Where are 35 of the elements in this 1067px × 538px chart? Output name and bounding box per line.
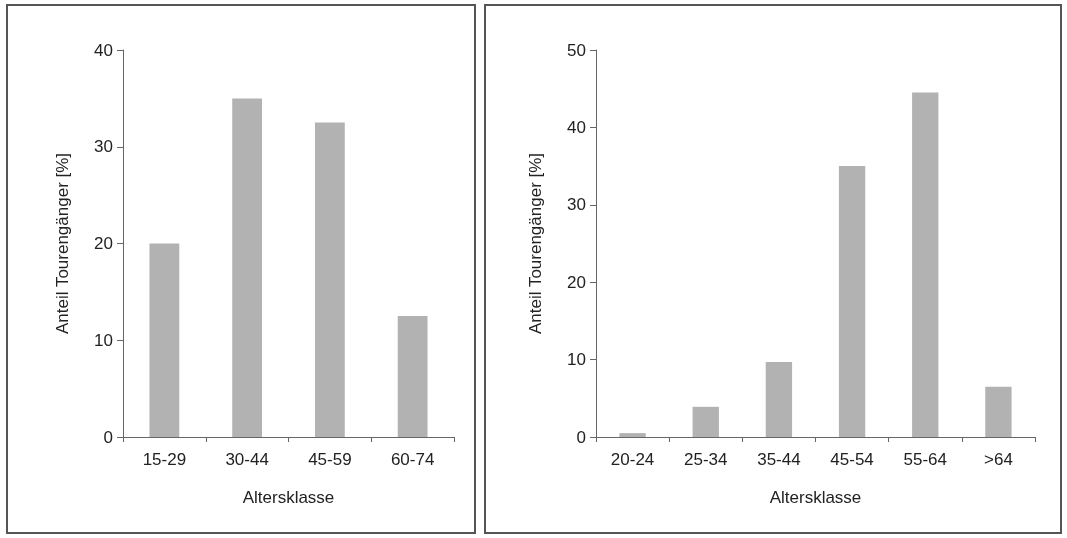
x-tick-label: 35-44 xyxy=(757,450,801,469)
y-tick-label: 0 xyxy=(103,427,113,447)
y-tick-label: 50 xyxy=(567,40,586,60)
y-tick-label: 20 xyxy=(94,234,113,253)
x-tick-label: 25-34 xyxy=(684,450,728,469)
bar xyxy=(619,433,646,437)
x-tick-label: 15-29 xyxy=(142,450,187,469)
x-tick-label: 60-74 xyxy=(390,450,435,469)
y-tick-label: 30 xyxy=(94,137,113,157)
bar xyxy=(314,122,345,437)
y-tick-label: 20 xyxy=(567,272,586,292)
y-tick-label: 40 xyxy=(567,117,586,137)
bar xyxy=(149,243,180,437)
bar xyxy=(765,361,793,437)
y-tick-label: 10 xyxy=(94,330,113,350)
bar xyxy=(397,316,428,437)
bar xyxy=(692,406,719,437)
bar xyxy=(912,92,939,437)
x-tick-label: 30-44 xyxy=(225,450,269,469)
y-tick-label: 10 xyxy=(567,350,586,370)
bar xyxy=(838,166,866,437)
x-axis-title: Altersklasse xyxy=(769,488,862,507)
y-axis-title: Anteil Tourengänger [%] xyxy=(53,152,72,335)
x-tick-label: 20-24 xyxy=(610,450,655,469)
x-tick-label: 45-54 xyxy=(830,450,874,469)
bar xyxy=(232,98,263,437)
y-tick-label: 30 xyxy=(567,195,586,215)
y-tick-label: 0 xyxy=(576,427,586,447)
x-tick-label: 55-64 xyxy=(903,450,947,469)
y-axis-title: Anteil Tourengänger [%] xyxy=(526,152,545,335)
y-tick-label: 40 xyxy=(94,40,113,60)
bar xyxy=(985,386,1012,437)
x-tick-label: >64 xyxy=(983,450,1013,469)
x-tick-label: 45-59 xyxy=(308,450,352,469)
x-axis-title: Altersklasse xyxy=(242,488,335,507)
